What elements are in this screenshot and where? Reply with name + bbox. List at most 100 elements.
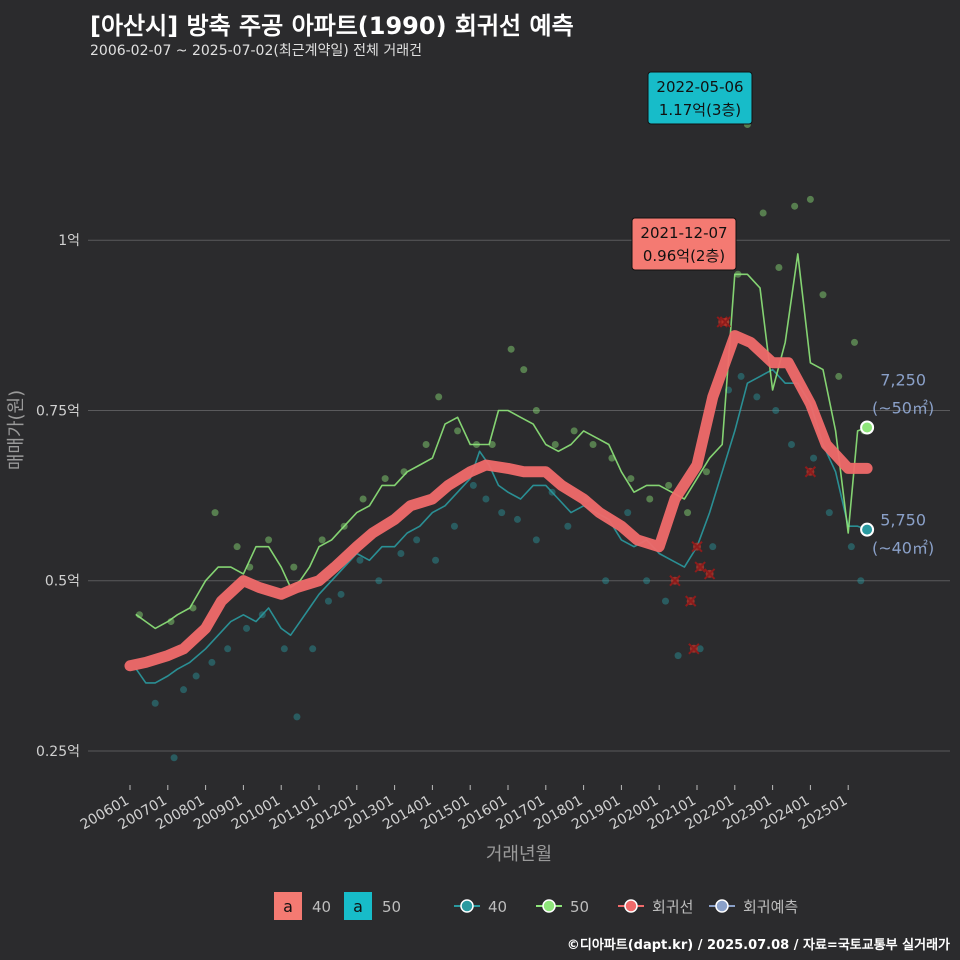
- scatter-point-40: [482, 495, 490, 503]
- annotation-box-50: [647, 71, 753, 125]
- scatter-point-50: [684, 509, 692, 517]
- scatter-point-50: [819, 291, 827, 299]
- scatter-point-50: [806, 195, 814, 203]
- scatter-point-50: [520, 366, 528, 374]
- scatter-point-40: [413, 536, 421, 544]
- y-tick-label: 0.25억: [36, 744, 80, 760]
- legend-label: 40: [312, 898, 331, 916]
- scatter-point-40: [498, 509, 506, 517]
- scatter-point-40: [513, 515, 521, 523]
- scatter-point-50: [488, 441, 496, 449]
- y-tick-label: 1억: [58, 233, 80, 249]
- page-subtitle: 2006-02-07 ~ 2025-07-02(최근계약일) 전체 거래건: [90, 43, 422, 59]
- scatter-point-50: [646, 495, 654, 503]
- cancelled-mark-x: [691, 540, 703, 553]
- cancelled-mark-x: [684, 595, 697, 607]
- scatter-point-50: [359, 495, 367, 503]
- legend-swatch-key: a: [283, 897, 293, 916]
- scatter-point-50: [318, 536, 326, 544]
- scatter-point-50: [422, 441, 430, 449]
- series-line-regression: [124, 330, 873, 672]
- end-label-price: 5,750: [880, 511, 926, 530]
- legend-label: 50: [570, 898, 589, 916]
- cancelled-mark-x: [669, 575, 681, 587]
- scatter-point-40: [469, 481, 477, 489]
- scatter-point-40: [324, 597, 332, 605]
- scatter-point-40: [810, 454, 818, 462]
- cancelled-mark-x: [804, 466, 817, 478]
- scatter-point-50: [759, 209, 767, 217]
- scatter-point-50: [775, 263, 783, 271]
- legend-label: 40: [488, 898, 507, 916]
- cancelled-mark-x: [688, 643, 700, 655]
- legend-label: 회귀예측: [743, 898, 798, 916]
- end-label-price: 7,250: [880, 371, 926, 390]
- y-axis-title: 매매가(원): [6, 390, 27, 470]
- scatter-point-50: [381, 475, 389, 483]
- scatter-point-50: [435, 393, 443, 401]
- scatter-point-40: [208, 658, 216, 666]
- legend-dot: [624, 899, 638, 913]
- legend-dot: [715, 899, 729, 913]
- scatter-point-40: [337, 590, 345, 598]
- scatter-point-40: [224, 645, 232, 653]
- cancelled-mark-x: [703, 568, 716, 580]
- annotation-layer: 7,250 (~50㎡) 5,750 (~40㎡) 2021-12-07 0.96억(2층…: [631, 71, 934, 558]
- annotation-date: 2021-12-07: [640, 224, 727, 242]
- scatter-point-40: [643, 577, 651, 585]
- scatter-point-40: [243, 624, 251, 632]
- cancelled-mark-x: [719, 316, 732, 328]
- series-line-50: [135, 253, 868, 630]
- scatter-point-40: [709, 543, 717, 551]
- legend-label: 50: [382, 898, 401, 916]
- cancelled-marks-layer: [669, 316, 817, 655]
- scatter-point-50: [851, 338, 858, 346]
- annotation-value: 1.17억(3층): [659, 101, 741, 119]
- scatter-point-40: [180, 686, 188, 694]
- scatter-point-40: [309, 645, 317, 653]
- y-tick-label: 0.75억: [36, 403, 80, 419]
- source-caption: ©디아파트(dapt.kr) / 2025.07.08 / 자료=국토교통부 실…: [566, 938, 950, 953]
- scatter-layer: [135, 120, 868, 762]
- scatter-point-40: [753, 393, 761, 401]
- cancelled-mark-x: [694, 561, 706, 573]
- scatter-point-40: [532, 536, 540, 544]
- scatter-point-40: [847, 543, 855, 551]
- scatter-point-50: [791, 202, 799, 210]
- legend-swatch-key: a: [353, 897, 363, 916]
- legend-swatch-fill: [274, 892, 302, 920]
- scatter-point-40: [192, 672, 200, 680]
- annotation-date: 2022-05-06: [656, 78, 743, 96]
- end-label-area: (~40㎡): [872, 539, 934, 558]
- scatter-point-50: [507, 345, 515, 353]
- end-point-40: [860, 522, 875, 537]
- scatter-point-40: [151, 699, 159, 707]
- page-title: [아산시] 방축 주공 아파트(1990) 회귀선 예측: [90, 12, 574, 40]
- scatter-point-40: [280, 645, 288, 653]
- scatter-point-40: [397, 549, 405, 557]
- scatter-point-40: [432, 556, 440, 564]
- scatter-point-40: [788, 441, 795, 449]
- scatter-point-40: [737, 372, 745, 380]
- scatter-point-50: [702, 468, 710, 476]
- end-point-50: [860, 420, 875, 435]
- scatter-point-50: [290, 563, 298, 571]
- x-axis-title: 거래년월: [486, 844, 552, 865]
- annotation-box-40: [631, 217, 737, 271]
- series-lines-layer: [124, 253, 873, 684]
- scatter-point-40: [170, 754, 178, 762]
- y-tick-label: 0.5억: [45, 574, 80, 590]
- grid-layer: [88, 239, 950, 752]
- scatter-point-40: [564, 522, 572, 530]
- scatter-point-40: [674, 652, 682, 660]
- scatter-point-50: [665, 481, 673, 489]
- scatter-point-40: [857, 577, 865, 585]
- legend-dot: [542, 899, 556, 913]
- scatter-point-40: [602, 577, 610, 585]
- scatter-point-50: [551, 441, 559, 449]
- scatter-point-40: [662, 597, 669, 605]
- legend-dot: [460, 899, 474, 913]
- scatter-point-40: [825, 509, 833, 517]
- scatter-point-50: [589, 441, 597, 449]
